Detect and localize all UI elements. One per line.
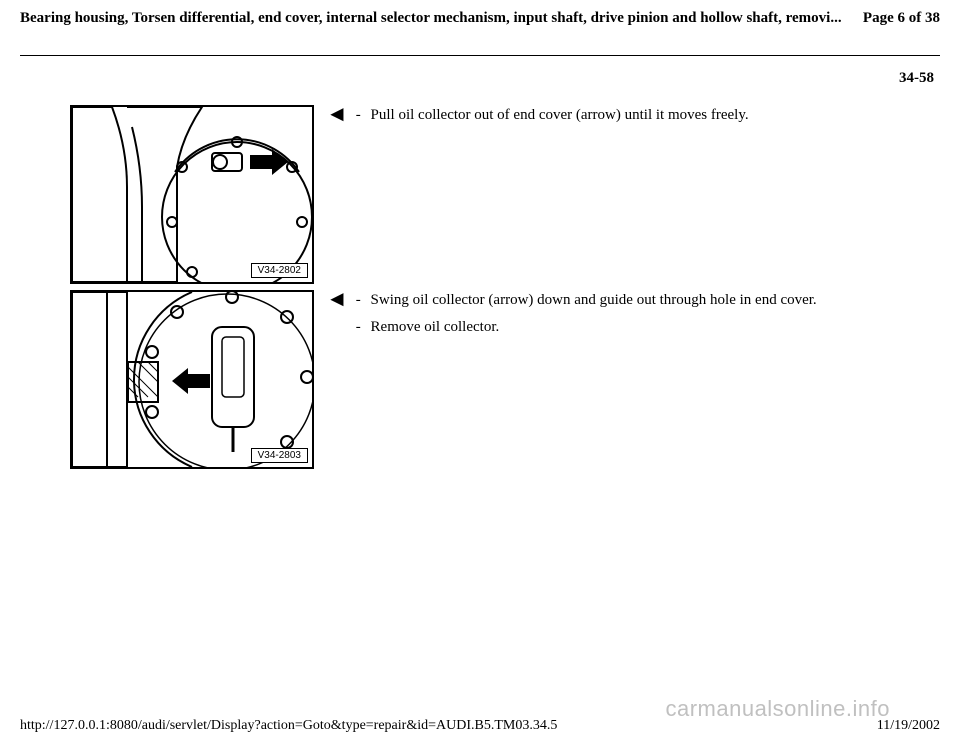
step-arrow-icon: ◄ — [314, 103, 356, 125]
page-container: Bearing housing, Torsen differential, en… — [0, 0, 960, 742]
figure-1-label: V34-2802 — [251, 263, 308, 278]
bullet-dash: - — [356, 107, 371, 124]
step-block: V34-2802 ◄ - Pull oil collector out of e… — [20, 105, 940, 284]
footer-url: http://127.0.0.1:8080/audi/servlet/Displ… — [20, 718, 557, 734]
bullet-row: - Remove oil collector. — [356, 319, 910, 336]
header-page-label: Page 6 of 38 — [853, 10, 940, 27]
figure-1: V34-2802 — [70, 105, 314, 284]
figure-2-svg — [72, 292, 312, 467]
figure-2-label: V34-2803 — [251, 448, 308, 463]
figure-1-svg — [72, 107, 312, 282]
bullet-row: - Pull oil collector out of end cover (a… — [356, 107, 910, 124]
bullet-row: - Swing oil collector (arrow) down and g… — [356, 292, 910, 309]
step-arrow-icon: ◄ — [314, 288, 356, 310]
bullet-text: Swing oil collector (arrow) down and gui… — [371, 292, 817, 309]
header-title: Bearing housing, Torsen differential, en… — [20, 10, 842, 27]
page-ref: 34-58 — [20, 56, 940, 105]
bullet-dash: - — [356, 292, 371, 309]
bullet-text: Remove oil collector. — [371, 319, 500, 336]
bullet-text: Pull oil collector out of end cover (arr… — [371, 107, 749, 124]
figure-2: V34-2803 — [70, 290, 314, 469]
step-block: V34-2803 ◄ - Swing oil collector (arrow)… — [20, 290, 940, 469]
step-1-text: - Pull oil collector out of end cover (a… — [356, 105, 940, 134]
step-2-text: - Swing oil collector (arrow) down and g… — [356, 290, 940, 346]
page-header: Bearing housing, Torsen differential, en… — [20, 10, 940, 55]
footer-date: 11/19/2002 — [877, 718, 940, 734]
bullet-dash: - — [356, 319, 371, 336]
footer: http://127.0.0.1:8080/audi/servlet/Displ… — [20, 718, 940, 734]
